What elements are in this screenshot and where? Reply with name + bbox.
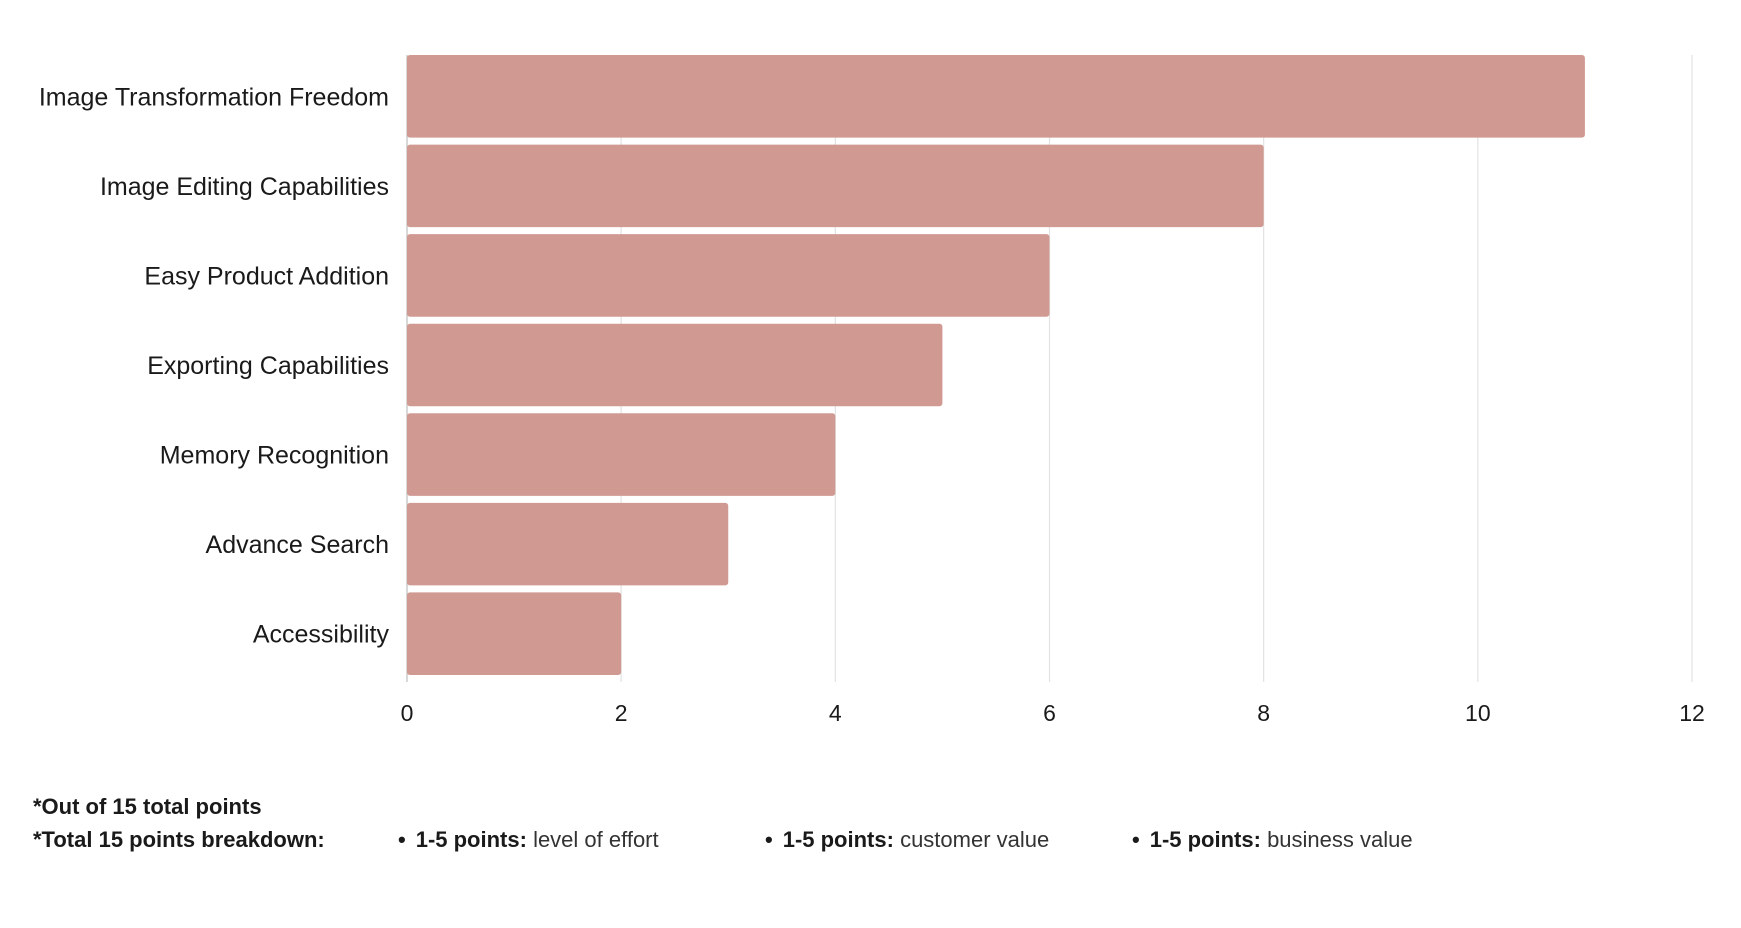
total-points-note: *Out of 15 total points [33,794,262,819]
x-tick-label: 6 [1043,700,1056,726]
bar [407,502,729,586]
breakdown-label: *Total 15 points breakdown: [33,827,325,852]
breakdown-points: 1-5 points: [782,827,894,852]
bar [407,144,1264,228]
bullet-icon: • [398,827,406,852]
x-tick-label: 2 [615,700,628,726]
category-label: Advance Search [206,531,389,559]
x-tick-label: 4 [829,700,842,726]
breakdown-desc: business value [1267,827,1413,852]
x-tick-label: 8 [1257,700,1270,726]
x-tick-label: 0 [401,700,414,726]
chart-notes: *Out of 15 total points *Total 15 points… [33,790,1413,856]
breakdown-points: 1-5 points: [1149,827,1261,852]
breakdown-item-business: • 1-5 points: business value [1132,823,1413,856]
category-label: Memory Recognition [160,442,389,470]
bullet-icon: • [1132,827,1140,852]
breakdown-desc: customer value [900,827,1050,852]
points-breakdown-row: *Total 15 points breakdown: • 1-5 points:… [33,823,1413,856]
bullet-icon: • [765,827,773,852]
bars [407,55,1585,675]
category-labels: Image Transformation Freedom Image Editin… [39,83,390,648]
breakdown-desc: level of effort [533,827,659,852]
x-tick-label: 12 [1679,700,1705,726]
bar [407,234,1050,317]
bar [407,413,836,496]
breakdown-points: 1-5 points: [415,827,527,852]
breakdown-item-customer: • 1-5 points: customer value [765,823,1049,856]
bar [407,592,622,675]
category-label: Easy Product Addition [144,262,389,290]
x-axis-tick-labels: 0 2 4 6 8 10 12 [401,700,1705,726]
bar [407,323,943,407]
category-label: Image Editing Capabilities [100,173,389,201]
category-label: Image Transformation Freedom [39,83,389,111]
bar-chart: Image Transformation Freedom Image Editin… [39,55,1705,726]
category-label: Accessibility [253,621,390,649]
category-label: Exporting Capabilities [147,352,389,380]
bar [407,55,1585,138]
x-tick-label: 10 [1465,700,1491,726]
breakdown-item-effort: • 1-5 points: level of effort [398,823,659,856]
